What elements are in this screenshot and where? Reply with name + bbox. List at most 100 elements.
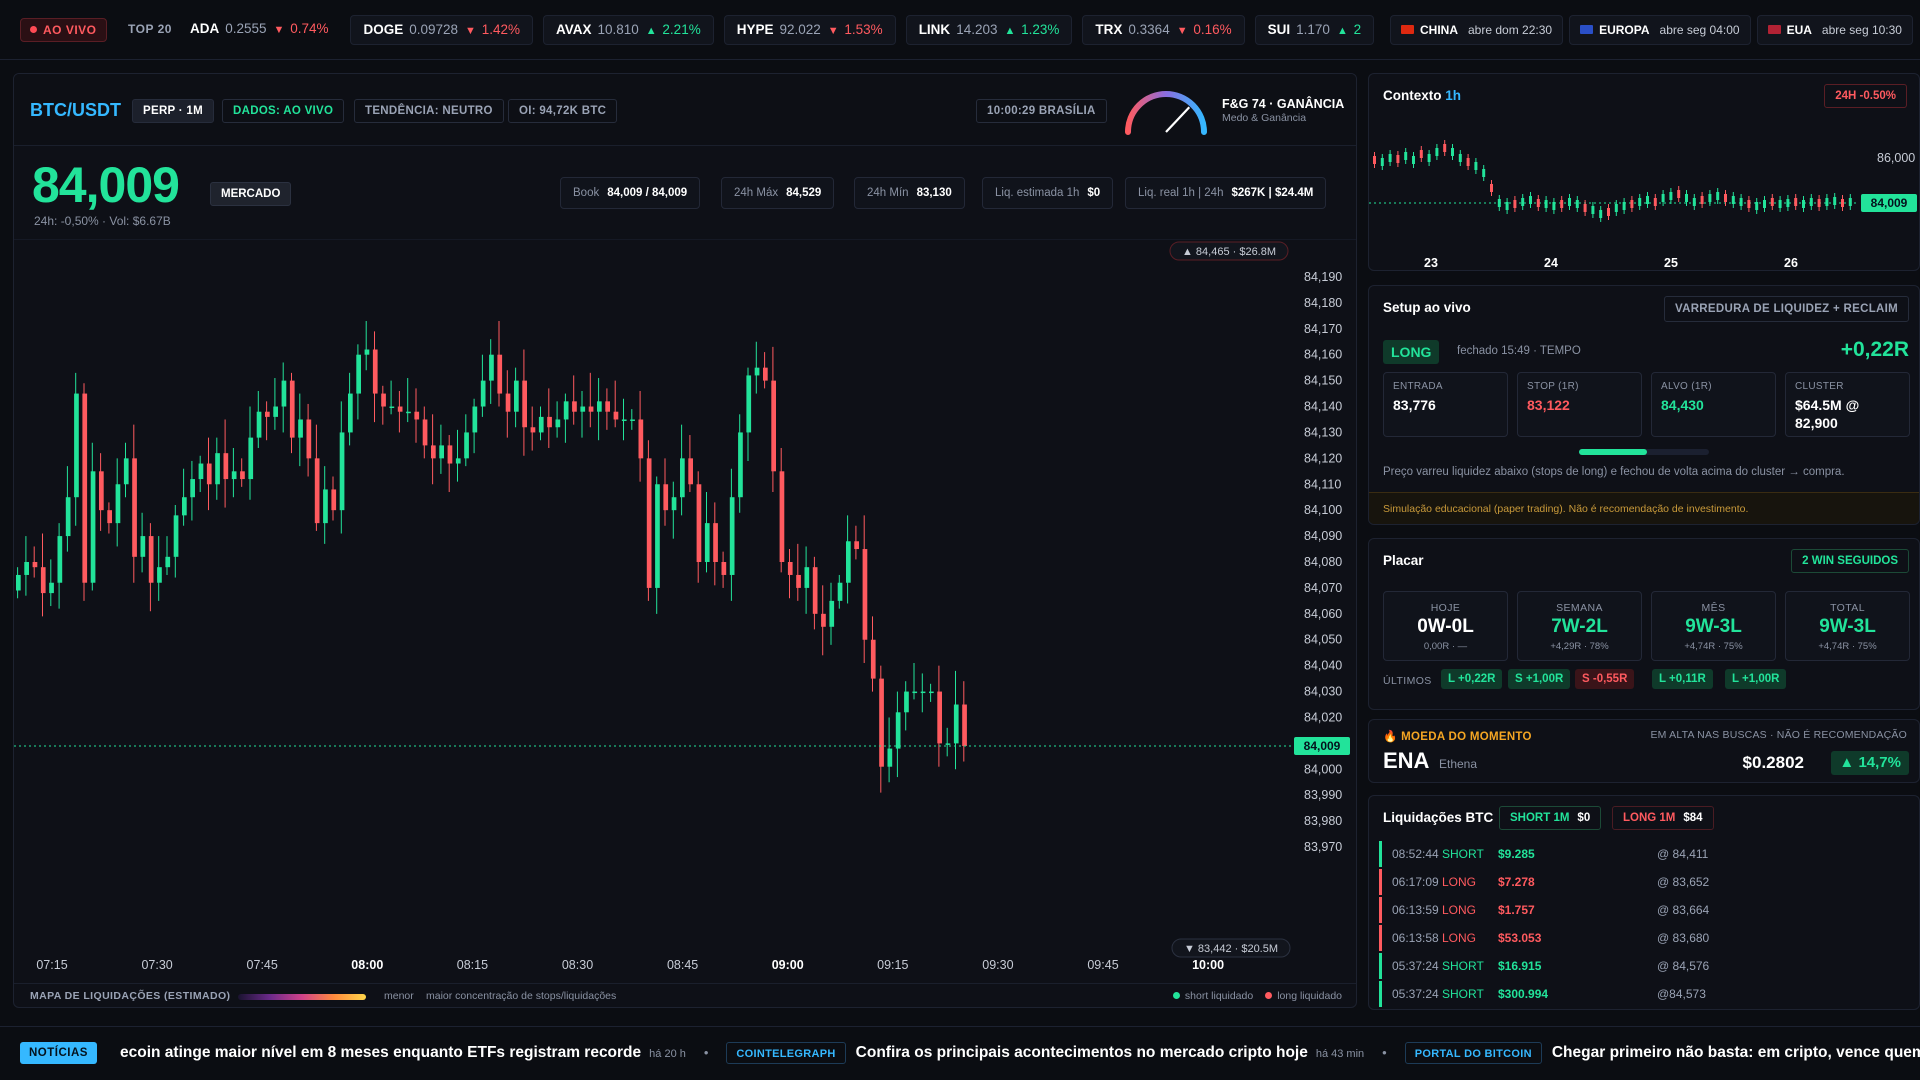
market-status: abre seg 10:30	[1821, 23, 1902, 37]
coin-change: 0.16%	[1189, 22, 1232, 37]
short-1m-label: SHORT 1M	[1510, 812, 1570, 824]
candle-body	[99, 471, 104, 511]
trending-coin-card[interactable]: 🔥 MOEDA DO MOMENTO EM ALTA NAS BUSCAS · …	[1368, 719, 1920, 783]
candle-body	[580, 406, 586, 412]
news-items: ecoin atinge maior nível em 8 meses enqu…	[120, 1042, 1920, 1066]
market-china: CHINA abre dom 22:30	[1390, 15, 1564, 45]
context-candle	[1794, 198, 1798, 206]
pair-title[interactable]: BTC/USDT	[30, 100, 121, 120]
context-candle	[1404, 152, 1408, 160]
setup-disclaimer: Simulação educacional (paper trading). N…	[1369, 492, 1919, 524]
candle-body	[638, 419, 644, 459]
stat-2: 24h Mín 83,130	[854, 177, 965, 209]
coin-link[interactable]: LINK 14.203 ▲ 1.23%	[905, 15, 1073, 45]
setup-level-value: 84,430	[1661, 397, 1704, 413]
candle-body	[289, 380, 295, 438]
context-candle	[1490, 184, 1493, 192]
news-item[interactable]: PORTAL DO BITCOIN Chegar primeiro não bas…	[1404, 1042, 1920, 1064]
coin-trx[interactable]: TRX 0.3364 ▼ 0.16%	[1082, 15, 1245, 45]
x-tick-label: 07:45	[247, 958, 278, 972]
score-label: SEMANA	[1556, 602, 1603, 614]
news-ago: há 43 min	[1315, 1048, 1365, 1060]
coin-ticker-list: ADA 0.2555 ▼ 0.74% DOGE 0.09728 ▼ 1.42% AVAX 10…	[178, 15, 1384, 45]
fear-greed-subtitle: Medo & Ganância	[1222, 112, 1307, 124]
context-candle	[1739, 198, 1743, 206]
context-candle	[1716, 192, 1720, 200]
score-sub: +4,74R · 75%	[1684, 641, 1743, 652]
candle-body	[837, 582, 843, 601]
fire-icon: 🔥	[1383, 731, 1398, 743]
scoreboard-title: Placar	[1383, 553, 1424, 568]
coin-symbol: ADA	[190, 21, 220, 36]
short-legend-label: short liquidado	[1184, 990, 1254, 1002]
liquidation-row: 08:52:44 SHORT $9.285 @ 84,411	[1379, 841, 1909, 867]
trending-price: $0.2802	[1742, 753, 1804, 772]
score-card-semana: SEMANA 7W-2L +4,29R · 78%	[1517, 591, 1642, 661]
candle-body	[49, 582, 54, 594]
candle-body	[273, 406, 278, 417]
high-marker-pill	[1169, 241, 1289, 261]
news-source: PORTAL DO BITCOIN	[1404, 1042, 1542, 1064]
context-candle	[1536, 199, 1540, 207]
context-change-badge: 24H -0.50%	[1824, 84, 1907, 108]
live-label: AO VIVO	[43, 23, 97, 37]
x-tick-label: 07:15	[36, 958, 67, 972]
coin-price: 14.203	[956, 22, 998, 37]
coin-hype[interactable]: HYPE 92.022 ▼ 1.53%	[723, 15, 896, 45]
candle-body	[655, 484, 660, 588]
long-legend-label: long liquidado	[1277, 990, 1342, 1002]
candle-body	[397, 406, 403, 412]
coin-sui[interactable]: SUI 1.170 ▲ 2	[1254, 15, 1375, 45]
stat-label: 24h Mín	[867, 187, 909, 199]
candle-body	[339, 432, 345, 511]
long-dot-icon	[1265, 992, 1273, 999]
setup-level-value: $64.5M @ 82,900	[1795, 397, 1860, 431]
market-order-badge[interactable]: MERCADO	[210, 182, 292, 206]
y-tick-label: 84,150	[1304, 374, 1342, 388]
liq-price: @ 83,652	[1657, 875, 1710, 889]
stat-label: Liq. estimada 1h	[995, 187, 1080, 199]
coin-symbol: SUI	[1267, 22, 1291, 37]
context-timeframe[interactable]: 1h	[1445, 88, 1462, 103]
candle-body	[231, 471, 237, 480]
candle-body	[538, 416, 544, 433]
score-label: MÊS	[1701, 602, 1726, 614]
liq-amount: $7.278	[1498, 875, 1535, 889]
candle-body	[348, 393, 353, 433]
market-eua: EUA abre seg 10:30	[1756, 15, 1913, 45]
candlestick-chart[interactable]: 84,190 84,180 84,170 84,160 84,150 84,140 84,1…	[14, 240, 1357, 985]
candle-body	[157, 567, 162, 583]
setup-progress-fill	[1579, 449, 1647, 455]
short-1m-value: $0	[1577, 812, 1591, 824]
candle-body	[173, 515, 179, 557]
candle-body	[563, 401, 569, 420]
coin-doge[interactable]: DOGE 0.09728 ▼ 1.42%	[350, 15, 533, 45]
news-item[interactable]: COINTELEGRAPH Confira os principais acont…	[726, 1042, 1387, 1065]
coin-avax[interactable]: AVAX 10.810 ▲ 2.21%	[542, 15, 714, 45]
gauge-arc	[1125, 91, 1207, 135]
context-candle	[1435, 148, 1439, 156]
fear-greed-gauge	[1125, 91, 1207, 135]
candle-body	[65, 497, 71, 537]
long-1m-value: $84	[1683, 812, 1703, 824]
candle-body	[729, 497, 735, 575]
y-tick-label: 84,190	[1304, 270, 1342, 284]
candle-body	[489, 354, 494, 381]
candle-body	[920, 691, 926, 694]
timeframe-tag[interactable]: PERP · 1M	[132, 99, 215, 123]
news-item[interactable]: ecoin atinge maior nível em 8 meses enqu…	[120, 1042, 708, 1065]
setup-progress	[1579, 449, 1709, 455]
candle-body	[945, 743, 951, 745]
context-candle	[1591, 206, 1595, 214]
flag-icon	[1580, 25, 1594, 34]
candle-body	[754, 367, 760, 376]
stat-label: 24h Máx	[734, 187, 779, 199]
news-headline: Confira os principais acontecimentos no …	[855, 1044, 1308, 1061]
coin-symbol: TRX	[1095, 22, 1123, 37]
y-tick-label: 83,990	[1304, 788, 1342, 802]
stat-4: Liq. real 1h | 24h $267K | $24.4M	[1125, 177, 1327, 209]
context-last-label: 84,009	[1871, 196, 1908, 210]
coin-ada[interactable]: ADA 0.2555 ▼ 0.74%	[178, 15, 340, 45]
context-candle	[1419, 150, 1423, 158]
context-candle	[1630, 200, 1634, 208]
